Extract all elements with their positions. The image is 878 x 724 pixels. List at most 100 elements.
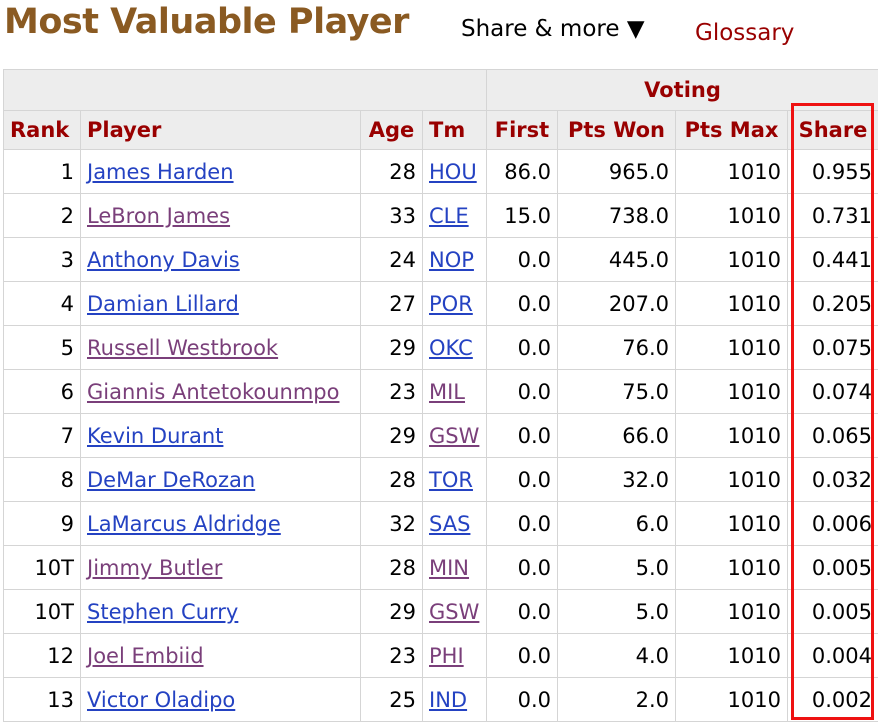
first-cell: 0.0	[486, 281, 558, 326]
table-row: 7 Kevin Durant 29 GSW 0.0 66.0 1010 0.065	[3, 413, 878, 458]
share-cell: 0.731	[786, 193, 878, 238]
team-cell: PHI	[422, 633, 487, 678]
team-link[interactable]: CLE	[429, 203, 469, 228]
pts-max-cell: 1010	[675, 457, 788, 502]
age-cell: 23	[360, 369, 423, 414]
player-link[interactable]: DeMar DeRozan	[87, 467, 256, 492]
page-header: Most Valuable Player Share & more ▼ Glos…	[0, 0, 878, 66]
age-cell: 24	[360, 237, 423, 282]
first-cell: 0.0	[486, 501, 558, 546]
first-cell: 0.0	[486, 413, 558, 458]
pts-won-cell: 5.0	[557, 589, 676, 634]
table-row: 10T Stephen Curry 29 GSW 0.0 5.0 1010 0.005	[3, 589, 878, 634]
player-link[interactable]: James Harden	[87, 159, 234, 184]
player-cell: Joel Embiid	[80, 633, 361, 678]
col-header-pts-won[interactable]: Pts Won	[557, 110, 676, 150]
table-row: 2 LeBron James 33 CLE 15.0 738.0 1010 0.731	[3, 193, 878, 238]
team-link[interactable]: PHI	[429, 643, 464, 668]
player-cell: Anthony Davis	[80, 237, 361, 282]
player-cell: Giannis Antetokounmpo	[80, 369, 361, 414]
first-cell: 0.0	[486, 677, 558, 722]
glossary-link[interactable]: Glossary	[695, 20, 795, 46]
player-link[interactable]: Giannis Antetokounmpo	[87, 379, 340, 404]
team-link[interactable]: OKC	[429, 335, 473, 360]
team-cell: OKC	[422, 325, 487, 370]
team-link[interactable]: GSW	[429, 423, 480, 448]
col-header-pts-max[interactable]: Pts Max	[675, 110, 788, 150]
team-cell: NOP	[422, 237, 487, 282]
team-link[interactable]: SAS	[429, 511, 471, 536]
player-link[interactable]: Anthony Davis	[87, 247, 240, 272]
over-header-row: Voting	[3, 69, 878, 111]
player-link[interactable]: LaMarcus Aldridge	[87, 511, 281, 536]
player-cell: Kevin Durant	[80, 413, 361, 458]
player-cell: LaMarcus Aldridge	[80, 501, 361, 546]
col-header-player[interactable]: Player	[80, 110, 361, 150]
rank-cell: 2	[3, 193, 81, 238]
table-row: 9 LaMarcus Aldridge 32 SAS 0.0 6.0 1010 0.006	[3, 501, 878, 546]
player-link[interactable]: Joel Embiid	[87, 643, 204, 668]
player-link[interactable]: Damian Lillard	[87, 291, 239, 316]
team-link[interactable]: HOU	[429, 159, 477, 184]
col-header-team[interactable]: Tm	[422, 110, 487, 150]
team-link[interactable]: POR	[429, 291, 473, 316]
share-cell: 0.005	[786, 589, 878, 634]
pts-max-cell: 1010	[675, 149, 788, 194]
table-row: 12 Joel Embiid 23 PHI 0.0 4.0 1010 0.004	[3, 633, 878, 678]
player-link[interactable]: LeBron James	[87, 203, 231, 228]
player-link[interactable]: Stephen Curry	[87, 599, 239, 624]
pts-won-cell: 2.0	[557, 677, 676, 722]
pts-won-cell: 4.0	[557, 633, 676, 678]
col-header-age[interactable]: Age	[360, 110, 423, 150]
first-cell: 0.0	[486, 237, 558, 282]
first-cell: 0.0	[486, 325, 558, 370]
share-cell: 0.065	[786, 413, 878, 458]
rank-cell: 7	[3, 413, 81, 458]
table-row: 5 Russell Westbrook 29 OKC 0.0 76.0 1010 0.075	[3, 325, 878, 370]
team-cell: POR	[422, 281, 487, 326]
first-cell: 0.0	[486, 457, 558, 502]
age-cell: 28	[360, 545, 423, 590]
age-cell: 23	[360, 633, 423, 678]
col-header-rank[interactable]: Rank	[3, 110, 81, 150]
rank-cell: 10T	[3, 589, 81, 634]
age-cell: 33	[360, 193, 423, 238]
player-cell: Jimmy Butler	[80, 545, 361, 590]
pts-won-cell: 5.0	[557, 545, 676, 590]
rank-cell: 9	[3, 501, 81, 546]
rank-cell: 3	[3, 237, 81, 282]
share-cell: 0.006	[786, 501, 878, 546]
first-cell: 0.0	[486, 369, 558, 414]
share-cell: 0.074	[786, 369, 878, 414]
team-link[interactable]: TOR	[429, 467, 473, 492]
pts-max-cell: 1010	[675, 369, 788, 414]
pts-won-cell: 6.0	[557, 501, 676, 546]
player-link[interactable]: Kevin Durant	[87, 423, 224, 448]
pts-max-cell: 1010	[675, 633, 788, 678]
age-cell: 29	[360, 325, 423, 370]
table-row: 13 Victor Oladipo 25 IND 0.0 2.0 1010 0.002	[3, 677, 878, 722]
col-header-first[interactable]: First	[486, 110, 558, 150]
team-link[interactable]: IND	[429, 687, 468, 712]
age-cell: 27	[360, 281, 423, 326]
pts-max-cell: 1010	[675, 589, 788, 634]
player-link[interactable]: Victor Oladipo	[87, 687, 236, 712]
team-link[interactable]: GSW	[429, 599, 480, 624]
team-link[interactable]: MIN	[429, 555, 470, 580]
team-cell: MIN	[422, 545, 487, 590]
team-link[interactable]: MIL	[429, 379, 466, 404]
player-link[interactable]: Russell Westbrook	[87, 335, 279, 360]
share-more-menu[interactable]: Share & more ▼	[461, 16, 645, 42]
team-link[interactable]: NOP	[429, 247, 474, 272]
rank-cell: 1	[3, 149, 81, 194]
table-row: 3 Anthony Davis 24 NOP 0.0 445.0 1010 0.441	[3, 237, 878, 282]
player-link[interactable]: Jimmy Butler	[87, 555, 223, 580]
col-header-share[interactable]: Share	[786, 110, 878, 150]
share-cell: 0.441	[786, 237, 878, 282]
table-row: 10T Jimmy Butler 28 MIN 0.0 5.0 1010 0.005	[3, 545, 878, 590]
first-cell: 0.0	[486, 633, 558, 678]
age-cell: 28	[360, 457, 423, 502]
first-cell: 0.0	[486, 545, 558, 590]
pts-max-cell: 1010	[675, 677, 788, 722]
rank-cell: 5	[3, 325, 81, 370]
